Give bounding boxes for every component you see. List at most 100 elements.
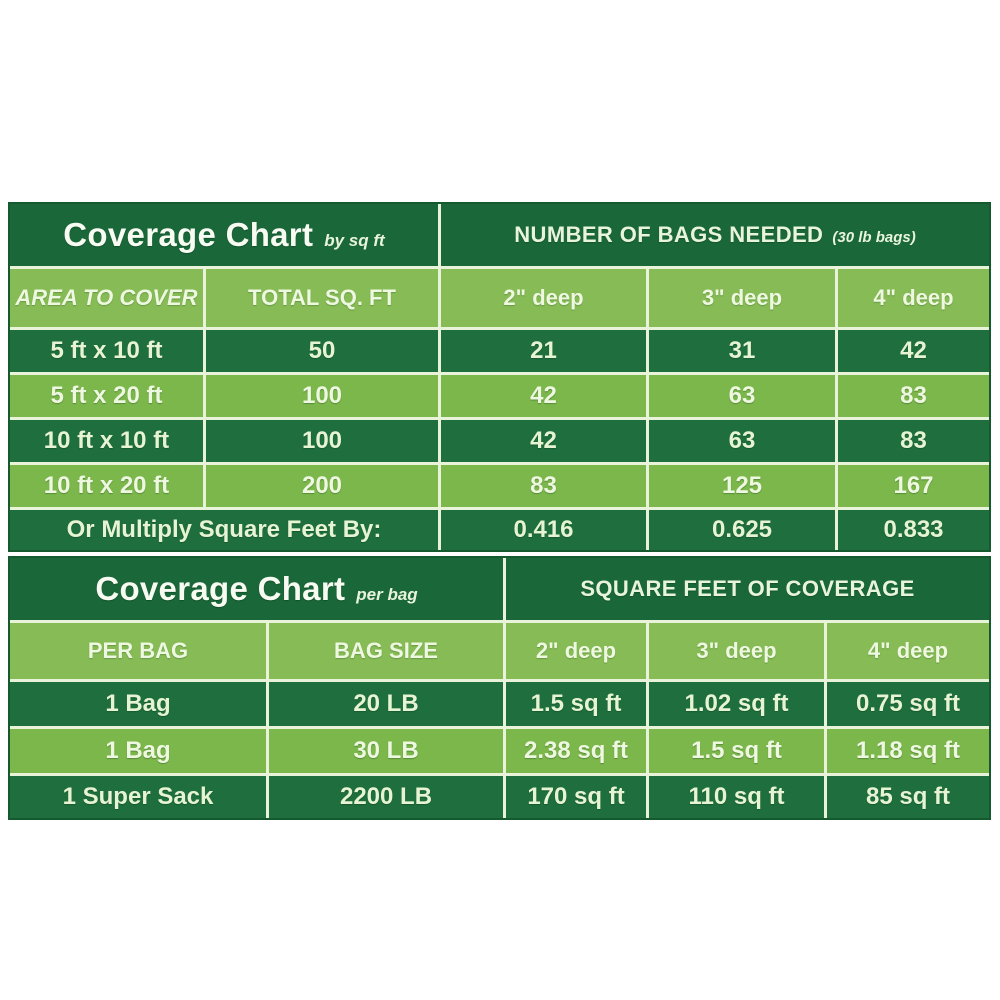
col-header-label: 3" deep bbox=[696, 638, 777, 663]
col-header-4in-deep: 4" deep bbox=[827, 623, 989, 679]
col-header-label: BAG SIZE bbox=[334, 638, 438, 663]
table-cell: 83 bbox=[441, 465, 646, 507]
table-cell: 10 ft x 20 ft bbox=[10, 465, 203, 507]
col-header-label: 2" deep bbox=[503, 285, 584, 310]
col-header-3in-deep: 3" deep bbox=[649, 623, 824, 679]
cell-value: 125 bbox=[721, 472, 763, 499]
table-cell: 200 bbox=[206, 465, 438, 507]
cell-value: 21 bbox=[530, 337, 557, 364]
cell-value: 5 ft x 20 ft bbox=[50, 382, 163, 409]
table-cell: 100 bbox=[206, 375, 438, 417]
cell-value: 0.833 bbox=[883, 516, 944, 543]
table2-title-cell: Coverage Chart per bag bbox=[10, 558, 503, 620]
col-header-label: AREA TO COVER bbox=[15, 285, 198, 310]
cell-value: 85 sq ft bbox=[865, 783, 951, 810]
table-cell: 1 Bag bbox=[10, 682, 266, 726]
table-cell: 63 bbox=[649, 375, 835, 417]
cell-value: 100 bbox=[301, 382, 343, 409]
cell-value: 1.18 sq ft bbox=[855, 737, 961, 764]
cell-value: 0.75 sq ft bbox=[855, 690, 961, 717]
multiplier-label: Or Multiply Square Feet By: bbox=[66, 516, 382, 543]
cell-value: 170 sq ft bbox=[527, 783, 625, 810]
table1-title: Coverage Chart bbox=[63, 216, 314, 253]
col-header-total-sqft: TOTAL SQ. FT bbox=[206, 269, 438, 327]
cell-value: 31 bbox=[728, 337, 756, 364]
cell-value: 200 bbox=[301, 472, 343, 499]
bags-needed-note: (30 lb bags) bbox=[832, 229, 916, 246]
coverage-by-sqft-table: Coverage Chart by sq ft NUMBER OF BAGS N… bbox=[8, 202, 991, 552]
cell-value: 30 LB bbox=[353, 737, 419, 764]
table2-title: Coverage Chart bbox=[95, 570, 346, 607]
table1-title-wrap: Coverage Chart by sq ft bbox=[63, 216, 384, 254]
table-cell: 0.75 sq ft bbox=[827, 682, 989, 726]
table-cell: 167 bbox=[838, 465, 989, 507]
table-cell: 1.5 sq ft bbox=[506, 682, 646, 726]
cell-value: 0.416 bbox=[513, 516, 574, 543]
cell-value: 1 Bag bbox=[105, 690, 171, 717]
table2-title-wrap: Coverage Chart per bag bbox=[95, 570, 417, 608]
col-header-4in-deep: 4" deep bbox=[838, 269, 989, 327]
table-cell: 170 sq ft bbox=[506, 776, 646, 818]
table-cell: 100 bbox=[206, 420, 438, 462]
cell-value: 100 bbox=[301, 427, 343, 454]
cell-value: 5 ft x 10 ft bbox=[50, 337, 163, 364]
cell-value: 83 bbox=[530, 472, 557, 499]
coverage-per-bag-table: Coverage Chart per bag SQUARE FEET OF CO… bbox=[8, 556, 991, 820]
cell-value: 2200 LB bbox=[339, 783, 433, 810]
cell-value: 83 bbox=[900, 427, 927, 454]
col-header-2in-deep: 2" deep bbox=[441, 269, 646, 327]
table-cell: 5 ft x 10 ft bbox=[10, 330, 203, 372]
col-header-bag-size: BAG SIZE bbox=[269, 623, 503, 679]
cell-value: 63 bbox=[728, 382, 756, 409]
cell-value: 110 sq ft bbox=[688, 783, 785, 810]
cell-value: 42 bbox=[530, 382, 557, 409]
cell-value: 20 LB bbox=[353, 690, 419, 717]
table-cell: 63 bbox=[649, 420, 835, 462]
cell-value: 2.38 sq ft bbox=[523, 737, 629, 764]
cell-value: 1.5 sq ft bbox=[691, 737, 782, 764]
table-cell: 2.38 sq ft bbox=[506, 729, 646, 773]
cell-value: 1.02 sq ft bbox=[684, 690, 789, 717]
table1-section-header-cell: NUMBER OF BAGS NEEDED (30 lb bags) bbox=[441, 204, 989, 266]
cell-value: 10 ft x 10 ft bbox=[43, 427, 170, 454]
multiplier-cell: 0.416 bbox=[441, 510, 646, 550]
col-header-per-bag: PER BAG bbox=[10, 623, 266, 679]
col-header-3in-deep: 3" deep bbox=[649, 269, 835, 327]
table2-section-header-cell: SQUARE FEET OF COVERAGE bbox=[506, 558, 989, 620]
cell-value: 63 bbox=[728, 427, 756, 454]
col-header-label: 3" deep bbox=[701, 285, 783, 310]
multiplier-cell: 0.625 bbox=[649, 510, 835, 550]
table-cell: 20 LB bbox=[269, 682, 503, 726]
cell-value: 0.625 bbox=[711, 516, 773, 543]
table-cell: 1.5 sq ft bbox=[649, 729, 824, 773]
table-cell: 42 bbox=[441, 375, 646, 417]
col-header-label: 2" deep bbox=[535, 638, 617, 663]
cell-value: 10 ft x 20 ft bbox=[43, 472, 170, 499]
cell-value: 167 bbox=[893, 472, 934, 499]
table-cell: 1.02 sq ft bbox=[649, 682, 824, 726]
table-cell: 21 bbox=[441, 330, 646, 372]
table1-title-cell: Coverage Chart by sq ft bbox=[10, 204, 438, 266]
table-cell: 1 Bag bbox=[10, 729, 266, 773]
sqft-coverage-header: SQUARE FEET OF COVERAGE bbox=[580, 576, 915, 601]
cell-value: 1 Super Sack bbox=[62, 783, 214, 810]
table1-section-header-wrap: NUMBER OF BAGS NEEDED (30 lb bags) bbox=[514, 222, 915, 248]
col-header-label: PER BAG bbox=[87, 638, 189, 663]
col-header-label: TOTAL SQ. FT bbox=[248, 285, 396, 310]
table-cell: 31 bbox=[649, 330, 835, 372]
multiplier-cell: 0.833 bbox=[838, 510, 989, 550]
table-separator bbox=[8, 552, 991, 556]
col-header-2in-deep: 2" deep bbox=[506, 623, 646, 679]
table-cell: 125 bbox=[649, 465, 835, 507]
table-cell: 83 bbox=[838, 420, 989, 462]
table-cell: 42 bbox=[441, 420, 646, 462]
tables-stack: Coverage Chart by sq ft NUMBER OF BAGS N… bbox=[8, 202, 991, 820]
table-cell: 110 sq ft bbox=[649, 776, 824, 818]
table-cell: 1 Super Sack bbox=[10, 776, 266, 818]
table1-subtitle: by sq ft bbox=[324, 231, 385, 250]
col-header-area-to-cover: AREA TO COVER bbox=[10, 269, 203, 327]
cell-value: 83 bbox=[900, 382, 927, 409]
cell-value: 42 bbox=[900, 337, 927, 364]
table-cell: 2200 LB bbox=[269, 776, 503, 818]
